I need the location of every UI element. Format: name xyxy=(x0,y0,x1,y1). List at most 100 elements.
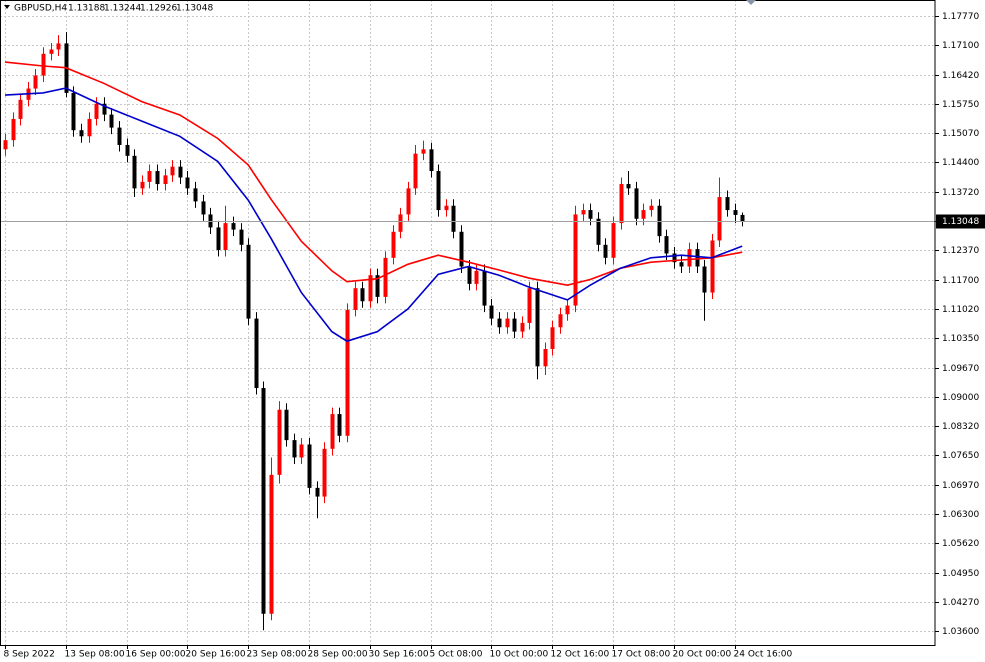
y-tick-label: 1.16420 xyxy=(942,71,979,81)
candle-body xyxy=(740,214,745,222)
y-tick-label: 1.07650 xyxy=(942,451,979,461)
candle-body xyxy=(49,49,54,54)
candle-body xyxy=(710,240,715,293)
marks xyxy=(0,32,935,631)
candle-body xyxy=(3,140,8,150)
candle-body xyxy=(132,155,137,189)
candle-body xyxy=(550,327,555,349)
menu-triangle xyxy=(4,5,10,9)
candle-body xyxy=(505,318,510,328)
y-tick-label: 1.13720 xyxy=(942,188,979,198)
candle-body xyxy=(18,99,23,119)
candle-body xyxy=(497,318,502,328)
candle-body xyxy=(581,210,586,215)
scroll-marker xyxy=(746,0,756,5)
y-tick-label: 1.09670 xyxy=(942,364,979,374)
y-tick-label: 1.09000 xyxy=(942,393,979,403)
y-tick-label: 1.17100 xyxy=(942,41,979,51)
x-tick-label: 23 Sep 08:00 xyxy=(247,650,307,660)
candle-body xyxy=(170,166,175,176)
candle-body xyxy=(383,257,388,297)
candle-body xyxy=(299,444,304,458)
candle-body xyxy=(634,188,639,219)
candle-body xyxy=(163,175,168,185)
candle-body xyxy=(292,440,297,458)
candle-body xyxy=(649,205,654,211)
candle-body xyxy=(467,266,472,284)
candle-body xyxy=(406,188,411,215)
candle-body xyxy=(239,229,244,245)
candle-body xyxy=(56,43,61,50)
y-tick-label: 1.04950 xyxy=(942,569,979,579)
candle-body xyxy=(322,448,327,497)
candle-body xyxy=(246,244,251,319)
x-tick-label: 24 Oct 16:00 xyxy=(734,650,793,660)
candle-body xyxy=(185,177,190,189)
candle-body xyxy=(611,223,616,258)
y-tick-label: 1.14400 xyxy=(942,158,979,168)
y-tick-label: 1.15750 xyxy=(942,100,979,110)
candle-body xyxy=(284,409,289,441)
candle-body xyxy=(201,201,206,215)
candle-body xyxy=(398,214,403,232)
x-tick-label: 30 Sep 16:00 xyxy=(369,650,429,660)
candle-body xyxy=(223,223,228,251)
last-low: 1.12926 xyxy=(140,4,177,14)
x-tick-label: 28 Sep 00:00 xyxy=(308,650,368,660)
candle-body xyxy=(208,214,213,228)
candle-body xyxy=(565,305,570,315)
candle-body xyxy=(71,92,76,131)
candle-body xyxy=(664,236,669,254)
y-tick-label: 1.04270 xyxy=(942,598,979,608)
candle-body xyxy=(413,153,418,189)
candle-body xyxy=(11,118,16,141)
y-tick-label: 1.10350 xyxy=(942,334,979,344)
y-tick-label: 1.08320 xyxy=(942,422,979,432)
candle-body xyxy=(147,171,152,182)
candle-body xyxy=(277,409,282,475)
candle-body xyxy=(368,275,373,302)
candle-body xyxy=(603,244,608,258)
candle-body xyxy=(429,149,434,172)
candle-body xyxy=(269,474,274,614)
candle-body xyxy=(596,218,601,245)
candle-body xyxy=(543,348,548,367)
x-tick-label: 5 Oct 08:00 xyxy=(430,650,483,660)
y-tick-label: 1.11020 xyxy=(942,305,979,315)
candle-body xyxy=(216,227,221,251)
x-tick-label: 13 Sep 08:00 xyxy=(65,650,125,660)
candle-body xyxy=(641,210,646,219)
candle-body xyxy=(725,197,730,211)
y-tick-label: 1.05620 xyxy=(942,539,979,549)
candle-body xyxy=(451,205,456,232)
candle-body xyxy=(520,322,525,332)
plot-border xyxy=(0,0,936,646)
candle-body xyxy=(41,53,46,76)
candle-body xyxy=(193,188,198,202)
candle-body xyxy=(558,314,563,328)
x-tick-label: 20 Sep 16:00 xyxy=(186,650,246,660)
last-close: 1.13048 xyxy=(176,4,213,14)
axes: 1.03600 1.04270 1.04950 1.05620 1.06300 1.069… xyxy=(4,12,985,660)
y-tick-label: 1.11700 xyxy=(942,276,979,286)
grid xyxy=(0,0,935,645)
candle-body xyxy=(527,288,532,323)
candle-body xyxy=(117,127,122,145)
candle-body xyxy=(436,171,441,211)
last-high: 1.13244 xyxy=(104,4,141,14)
candle-body xyxy=(87,118,92,137)
x-tick-label: 10 Oct 00:00 xyxy=(490,650,549,660)
candle-body xyxy=(307,444,312,488)
candle-body xyxy=(345,309,350,436)
candle-body xyxy=(535,288,540,367)
price-tag-label: 1.13048 xyxy=(942,217,979,227)
candle-body xyxy=(695,249,700,267)
y-tick-label: 1.06300 xyxy=(942,510,979,520)
y-tick-label: 1.06970 xyxy=(942,481,979,491)
x-tick-label: 8 Sep 2022 xyxy=(4,650,55,660)
candle-body xyxy=(375,275,380,297)
candle-body xyxy=(315,487,320,497)
candle-body xyxy=(512,318,517,332)
